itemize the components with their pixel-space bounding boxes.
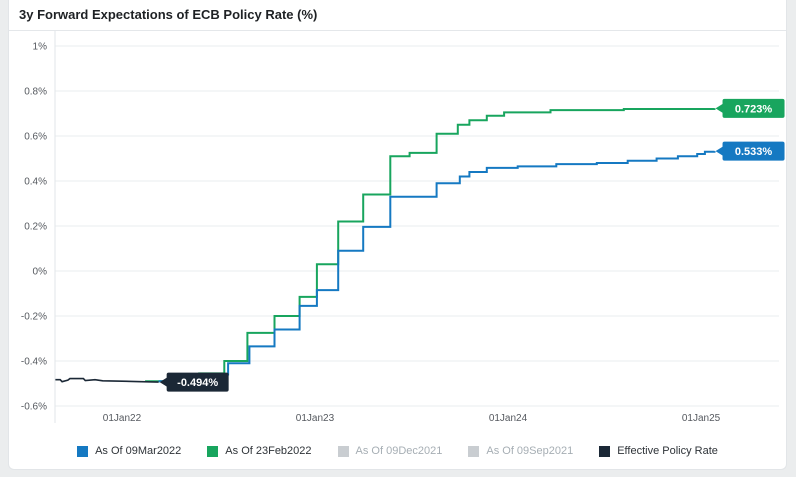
y-tick-label: -0.2%: [21, 312, 47, 323]
x-tick-label: 01Jan25: [682, 413, 721, 424]
end-label-badge: [722, 98, 785, 118]
badge-arrow: [715, 103, 724, 114]
legend-swatch-icon: [207, 445, 219, 457]
chart-card: 3y Forward Expectations of ECB Policy Ra…: [8, 0, 787, 470]
y-tick-label: -0.6%: [21, 402, 47, 413]
end-label-text: -0.494%: [177, 377, 218, 389]
legend-label: As Of 23Feb2022: [225, 445, 312, 457]
series-lines: [55, 108, 716, 383]
legend-label: As Of 09Dec2021: [355, 445, 443, 457]
legend-swatch-icon: [77, 445, 89, 457]
legend-item-as-of-09sep2021[interactable]: As Of 09Sep2021: [468, 445, 573, 457]
chart-title: 3y Forward Expectations of ECB Policy Ra…: [9, 0, 786, 31]
end-label-text: 0.723%: [735, 103, 773, 115]
y-tick-label: 0.8%: [24, 87, 47, 98]
end-label-badge: [166, 372, 229, 392]
chart-plot-area[interactable]: 1% 0.8% 0.6% 0.4% 0.2% 0% -0.2% -0.4% -0.6% 01Jan…: [9, 31, 786, 429]
chart-legend: As Of 09Mar2022 As Of 23Feb2022 As Of 09De…: [9, 445, 786, 457]
legend-label: As Of 09Sep2021: [486, 445, 574, 457]
series-line-effective-policy-rate: [55, 377, 159, 383]
gridlines: [54, 31, 779, 423]
end-label-text: 0.533%: [735, 146, 773, 158]
y-tick-label: 1%: [33, 42, 48, 53]
series-line-as-of-23feb2022: [145, 108, 716, 383]
series-line-as-of-09mar2022: [158, 150, 716, 383]
axis-labels: 1% 0.8% 0.6% 0.4% 0.2% 0% -0.2% -0.4% -0.6% 01Jan…: [21, 42, 721, 425]
legend-item-effective-policy-rate[interactable]: Effective Policy Rate: [599, 445, 718, 457]
x-tick-label: 01Jan24: [489, 413, 528, 424]
legend-item-as-of-09mar2022[interactable]: As Of 09Mar2022: [77, 445, 181, 457]
end-label-badges: 0.723% 0.533% -0.494%: [159, 98, 785, 392]
y-tick-label: 0%: [33, 267, 48, 278]
legend-item-as-of-23feb2022[interactable]: As Of 23Feb2022: [207, 445, 312, 457]
badge-arrow: [715, 146, 724, 157]
end-label-badge: [722, 141, 785, 161]
legend-item-as-of-09dec2021[interactable]: As Of 09Dec2021: [337, 445, 443, 457]
legend-swatch-icon: [468, 445, 480, 457]
legend-label: Effective Policy Rate: [617, 445, 718, 457]
x-tick-label: 01Jan23: [296, 413, 335, 424]
y-tick-label: 0.4%: [24, 177, 47, 188]
forward-curve-chart[interactable]: 1% 0.8% 0.6% 0.4% 0.2% 0% -0.2% -0.4% -0.6% 01Jan…: [9, 31, 786, 429]
x-tick-label: 01Jan22: [103, 413, 142, 424]
legend-swatch-icon: [337, 445, 349, 457]
legend-label: As Of 09Mar2022: [95, 445, 182, 457]
legend-swatch-icon: [599, 445, 611, 457]
badge-arrow: [159, 377, 168, 388]
y-tick-label: 0.6%: [24, 132, 47, 143]
y-tick-label: -0.4%: [21, 357, 47, 368]
y-tick-label: 0.2%: [24, 222, 47, 233]
